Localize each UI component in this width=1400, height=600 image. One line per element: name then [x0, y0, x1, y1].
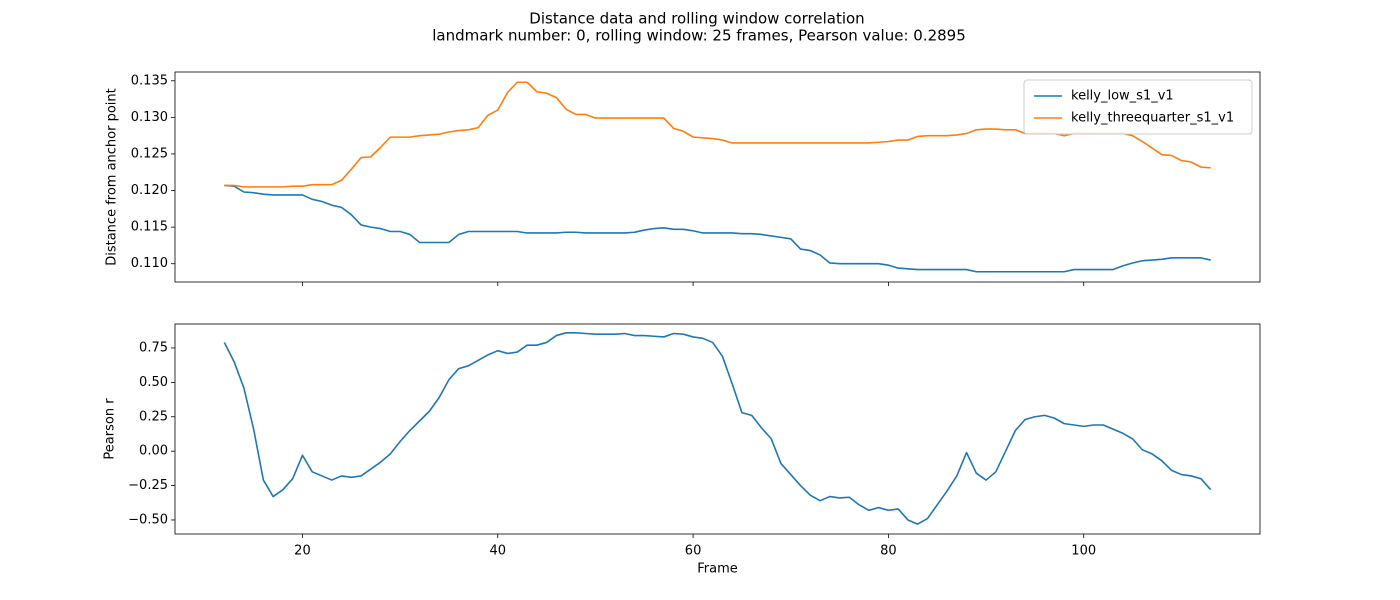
y-tick-label: 0.110 [131, 256, 168, 271]
y-tick-label: 0.25 [139, 409, 168, 424]
data-line [224, 184, 1211, 273]
x-tick-label: 40 [489, 544, 506, 559]
x-tick-label: 100 [1071, 544, 1096, 559]
figure-title: Distance data and rolling window correla… [529, 10, 864, 28]
y-tick-label: 0.135 [131, 73, 168, 88]
data-line [223, 332, 1212, 525]
legend-label: kelly_low_s1_v1 [1071, 89, 1174, 104]
legend-box [1023, 79, 1253, 135]
y-tick-label: 0.125 [131, 146, 168, 161]
y-tick-label: 0.130 [131, 110, 168, 125]
legend-label: kelly_threequarter_s1_v1 [1071, 111, 1234, 126]
y-tick-label: 0.120 [131, 183, 168, 198]
y-tick-label: −0.50 [128, 512, 168, 527]
axes-frame [174, 323, 1261, 535]
y-tick-label: −0.25 [128, 478, 168, 493]
figure-subtitle: landmark number: 0, rolling window: 25 f… [432, 27, 966, 45]
x-tick-label: 20 [294, 544, 311, 559]
y-axis-label: Pearson r [103, 398, 118, 460]
legend: kelly_low_s1_v1 kelly_threequarter_s1_v1 [1023, 79, 1253, 135]
x-tick-label: 60 [685, 544, 702, 559]
y-tick-label: 0.50 [139, 375, 168, 390]
x-tick-label: 80 [880, 544, 897, 559]
y-tick-label: 0.00 [139, 444, 168, 459]
axes-frame [174, 71, 1261, 283]
y-tick-label: 0.115 [131, 220, 168, 235]
y-axis-label: Distance from anchor point [105, 88, 120, 266]
x-axis-label: Frame [697, 562, 738, 577]
y-tick-label: 0.75 [139, 340, 168, 355]
